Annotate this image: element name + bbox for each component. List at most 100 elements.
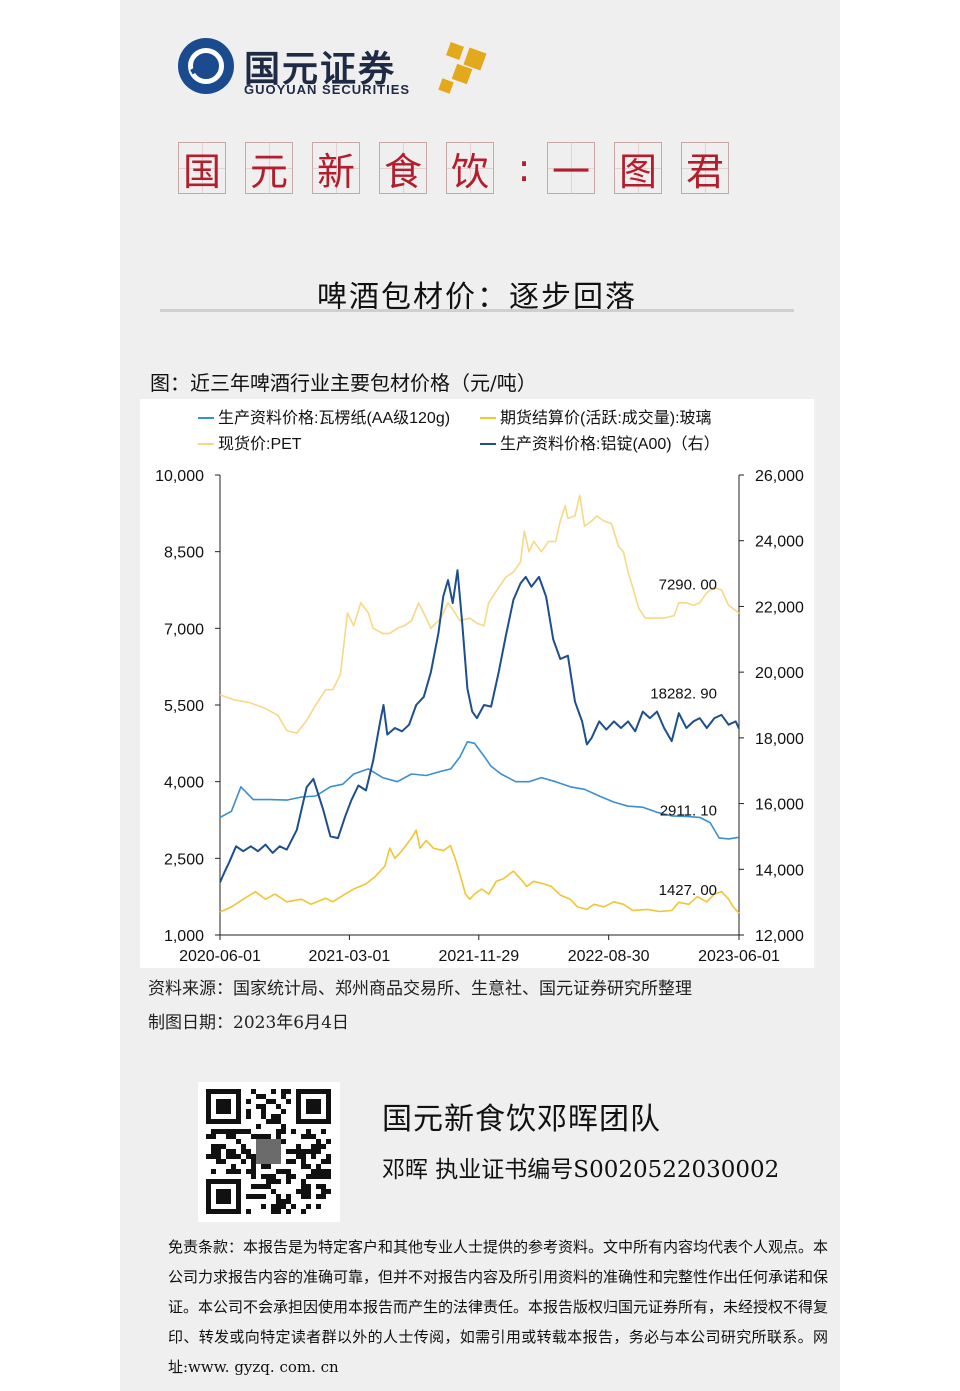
right-tick-label: 12,000 — [755, 928, 804, 945]
qr-module — [276, 1194, 281, 1199]
qr-module — [321, 1189, 326, 1194]
qr-module — [251, 1174, 256, 1179]
banner-char: 食 — [379, 142, 427, 194]
qr-module — [206, 1134, 211, 1139]
qr-module — [326, 1189, 331, 1194]
qr-module — [306, 1204, 311, 1209]
right-tick-label: 16,000 — [755, 797, 804, 814]
qr-module — [326, 1159, 331, 1164]
team-license: 邓晖 执业证书编号S0020522030002 — [382, 1157, 780, 1183]
series-line-glass — [219, 829, 740, 914]
qr-module — [326, 1174, 331, 1179]
qr-module — [321, 1169, 326, 1174]
end-label-glass: 1427. 00 — [659, 882, 717, 899]
banner-colon: : — [517, 146, 531, 190]
banner-char: 新 — [312, 142, 360, 194]
qr-module — [261, 1164, 266, 1169]
qr-module — [311, 1149, 316, 1154]
qr-module — [311, 1144, 316, 1149]
qr-module — [271, 1099, 276, 1104]
qr-module — [266, 1184, 271, 1189]
qr-module — [281, 1199, 286, 1204]
series-line-corrugated — [219, 740, 740, 840]
x-tick-label: 2020-06-01 — [179, 948, 261, 965]
qr-module — [276, 1104, 281, 1109]
qr-module — [306, 1149, 311, 1154]
qr-module — [241, 1159, 246, 1164]
qr-module — [231, 1164, 236, 1169]
qr-module — [221, 1159, 226, 1164]
qr-module — [246, 1169, 251, 1174]
qr-module — [311, 1154, 316, 1159]
qr-module — [246, 1099, 251, 1104]
qr-module — [221, 1129, 226, 1134]
qr-module — [321, 1174, 326, 1179]
qr-module — [276, 1199, 281, 1204]
qr-module — [251, 1159, 256, 1164]
qr-code-icon — [206, 1089, 331, 1214]
qr-module — [216, 1149, 221, 1154]
qr-module — [281, 1204, 286, 1209]
disclaimer: 免责条款：本报告是为特定客户和其他专业人士提供的参考资料。文中所有内容均代表个人… — [168, 1238, 829, 1376]
qr-module — [226, 1149, 231, 1154]
data-source: 资料来源：国家统计局、郑州商品交易所、生意社、国元证券研究所整理 — [148, 979, 692, 999]
qr-module — [266, 1119, 271, 1124]
gold-squares-icon — [438, 40, 490, 96]
qr-module — [311, 1174, 316, 1179]
qr-module — [256, 1194, 261, 1199]
qr-module — [321, 1194, 326, 1199]
right-tick-label: 22,000 — [755, 599, 804, 616]
qr-module — [261, 1204, 266, 1209]
qr-module — [271, 1204, 276, 1209]
left-tick-label: 5,500 — [164, 698, 204, 715]
qr-module — [266, 1164, 271, 1169]
qr-module — [306, 1189, 311, 1194]
price-chart: 1,000 2,500 4,000 5,500 7,000 8,500 10,000 12,0… — [155, 408, 804, 965]
qr-module — [301, 1164, 306, 1169]
qr-module — [301, 1209, 306, 1214]
end-label-aluminum: 18282. 90 — [650, 686, 717, 703]
right-tick-label: 20,000 — [755, 665, 804, 682]
chart-container: 1,000 2,500 4,000 5,500 7,000 8,500 10,000 12,0… — [140, 399, 814, 968]
qr-module — [236, 1139, 241, 1144]
left-tick-label: 2,500 — [164, 851, 204, 868]
qr-module — [286, 1159, 291, 1164]
qr-module — [281, 1139, 286, 1144]
qr-center-avatar — [256, 1139, 281, 1164]
qr-module — [251, 1134, 256, 1139]
qr-module — [326, 1154, 331, 1159]
qr-module — [316, 1144, 321, 1149]
qr-module — [296, 1154, 301, 1159]
qr-module — [251, 1164, 256, 1169]
chart-date: 制图日期：2023年6月4日 — [148, 1013, 349, 1033]
qr-module — [276, 1204, 281, 1209]
qr-module — [286, 1199, 291, 1204]
qr-module — [261, 1104, 266, 1109]
qr-module — [271, 1089, 276, 1094]
qr-module — [221, 1144, 226, 1149]
qr-module — [301, 1134, 306, 1139]
qr-module — [251, 1154, 256, 1159]
qr-code — [198, 1082, 340, 1222]
qr-module — [271, 1119, 276, 1124]
qr-module — [306, 1174, 311, 1179]
right-tick-label: 26,000 — [755, 468, 804, 485]
qr-module — [211, 1169, 216, 1174]
qr-module — [256, 1104, 261, 1109]
qr-module — [301, 1179, 306, 1184]
qr-module — [291, 1149, 296, 1154]
left-tick-label: 7,000 — [164, 621, 204, 638]
qr-module — [316, 1149, 321, 1154]
qr-module — [321, 1129, 326, 1134]
x-tick-label: 2023-06-01 — [698, 948, 780, 965]
qr-module — [306, 1134, 311, 1139]
qr-module — [316, 1139, 321, 1144]
qr-module — [216, 1144, 221, 1149]
qr-module — [231, 1134, 236, 1139]
qr-module — [286, 1089, 291, 1094]
guoyuan-logo-icon — [178, 38, 234, 94]
qr-module — [261, 1134, 266, 1139]
headline-divider — [160, 309, 794, 312]
left-tick-label: 4,000 — [164, 775, 204, 792]
qr-module — [321, 1184, 326, 1189]
